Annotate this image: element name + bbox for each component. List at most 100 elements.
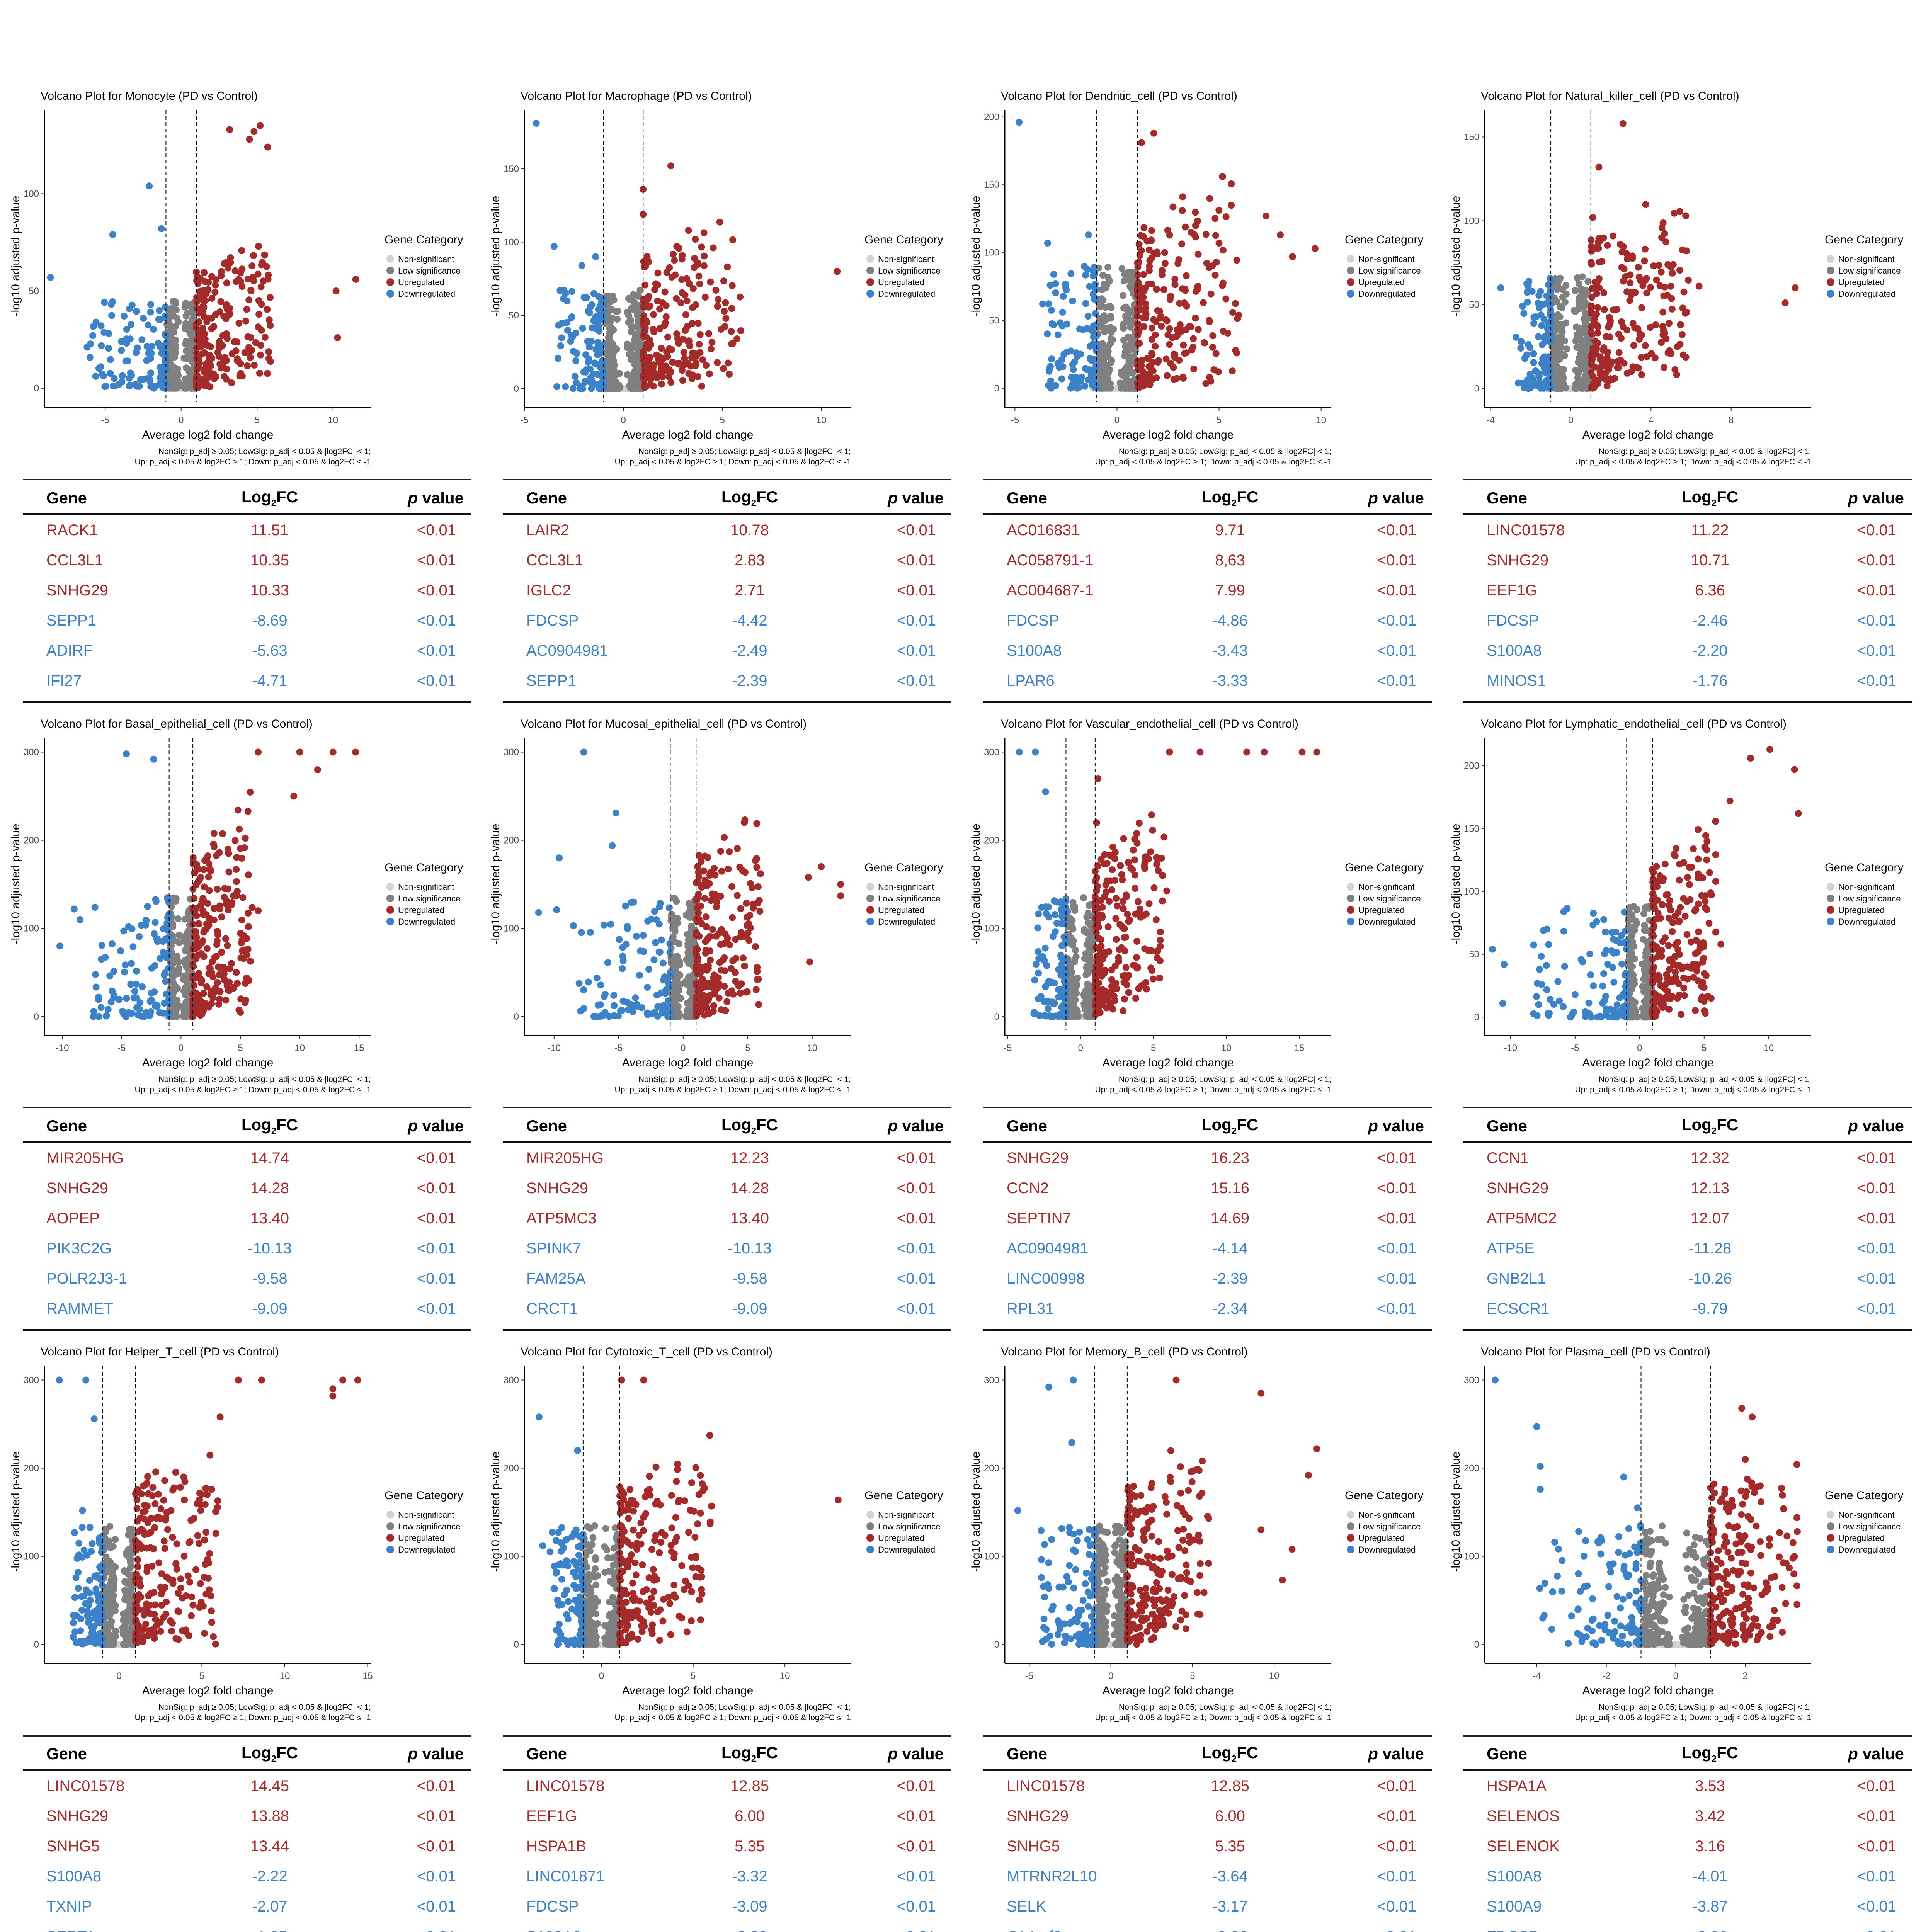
point-up <box>1122 934 1129 941</box>
volcano-svg: Volcano Plot for Basal_epithelial_cell (… <box>9 718 463 1094</box>
point-down <box>656 903 663 910</box>
x-tick-label: 8 <box>1729 415 1734 425</box>
pvalue-cell: <0.01 <box>417 642 456 660</box>
log2fc-cell: -4.71 <box>202 666 337 704</box>
point-down <box>70 905 78 913</box>
log2fc-cell: -3.33 <box>1163 666 1297 704</box>
table-row: POLR2J3-1 -9.58 <0.01 <box>23 1264 471 1294</box>
point-lowsig <box>631 336 638 344</box>
legend-label: Upregulated <box>398 277 444 287</box>
point-up <box>265 316 273 323</box>
point-lowsig <box>1087 935 1095 942</box>
pvalue-cell: <0.01 <box>417 582 456 599</box>
point-lowsig <box>606 332 613 338</box>
point-lowsig <box>1104 376 1111 383</box>
point-up <box>233 338 241 346</box>
point-down <box>110 992 117 999</box>
point-up <box>1164 331 1172 338</box>
point-down <box>594 1001 602 1009</box>
legend-marker-icon <box>1347 906 1354 914</box>
point-up <box>1243 748 1251 756</box>
point-up <box>642 263 649 270</box>
point-down <box>1032 748 1039 756</box>
points-layer <box>1489 746 1802 1021</box>
point-down <box>1052 928 1059 935</box>
point-up <box>1684 277 1692 284</box>
table-row: ATP5MC3 13.40 <0.01 <box>503 1203 951 1233</box>
point-down <box>1086 355 1094 362</box>
point-up <box>1219 173 1226 180</box>
point-down <box>564 327 571 334</box>
point-up <box>1597 371 1604 378</box>
top-genes-table: Gene Log2FC p value AC016831 9.71 <0.01 … <box>983 479 1432 704</box>
point-up <box>737 990 744 997</box>
point-up <box>208 294 216 302</box>
point-up <box>728 883 736 890</box>
point-down <box>92 983 100 991</box>
point-lowsig <box>625 319 632 326</box>
point-down <box>140 376 147 383</box>
point-down <box>1074 353 1081 360</box>
table-row: RPL31 -2.34 <0.01 <box>983 1294 1432 1332</box>
col-header-pvalue: p value <box>1297 1108 1432 1143</box>
point-up <box>1093 1000 1100 1007</box>
point-up <box>237 930 244 937</box>
point-down <box>590 1013 597 1020</box>
point-up <box>740 954 747 962</box>
point-up <box>215 1000 222 1008</box>
log2fc-cell: 11.51 <box>251 522 289 539</box>
point-up <box>673 295 680 302</box>
volcano-plot: Volcano Plot for Lymphatic_endothelial_c… <box>1448 709 1921 1095</box>
log2fc-cell: -2.46 <box>1692 612 1728 629</box>
point-up <box>1115 957 1122 965</box>
table-row: EEF1G 6.36 <0.01 <box>1463 575 1912 605</box>
point-up <box>1642 342 1649 349</box>
point-down <box>599 301 607 309</box>
caption-line1: NonSig: p_adj ≥ 0.05; LowSig: p_adj < 0.… <box>1119 447 1331 456</box>
legend-marker-icon <box>866 895 874 902</box>
point-down <box>156 307 163 314</box>
point-up <box>714 303 721 310</box>
point-up <box>1595 275 1603 282</box>
point-lowsig <box>1100 317 1107 324</box>
gene-cell: ADIRF <box>46 642 93 660</box>
point-up <box>1180 375 1187 382</box>
y-axis-label: -log10 adjusted p-value <box>9 196 22 316</box>
point-down <box>1079 326 1087 333</box>
volcano-panel: Volcano Plot for Natural_killer_cell (PD… <box>1448 81 1921 711</box>
point-down <box>1067 347 1074 355</box>
y-tick-label: 0 <box>1474 383 1479 394</box>
point-down <box>1081 383 1089 390</box>
top-genes-table: Gene Log2FC p value LAIR2 10.78 <0.01 CC… <box>503 479 951 704</box>
point-up <box>743 900 750 907</box>
point-down <box>124 357 131 365</box>
point-down <box>1057 952 1064 959</box>
point-up <box>1781 299 1789 306</box>
point-up <box>204 342 212 349</box>
point-lowsig <box>1122 318 1130 325</box>
point-lowsig <box>1579 376 1586 384</box>
point-down <box>1546 384 1553 391</box>
point-down <box>1087 371 1095 378</box>
pvalue-cell: <0.01 <box>1377 1180 1416 1197</box>
x-axis-label: Average log2 fold change <box>1582 429 1714 441</box>
point-up <box>211 289 219 296</box>
point-up <box>231 837 239 844</box>
point-down <box>126 383 133 390</box>
point-lowsig <box>1069 923 1076 931</box>
point-down <box>148 342 156 350</box>
point-up <box>237 360 244 367</box>
point-up <box>1140 233 1147 240</box>
point-up <box>1234 315 1241 322</box>
point-up <box>696 992 703 999</box>
point-up <box>645 303 652 311</box>
point-up <box>195 335 202 342</box>
point-lowsig <box>1117 370 1125 377</box>
point-up <box>223 897 230 904</box>
top-genes-table: Gene Log2FC p value MIR205HG 12.23 <0.01… <box>503 1107 951 1332</box>
point-up <box>1201 339 1208 346</box>
point-up <box>1171 281 1179 288</box>
point-lowsig <box>627 328 635 335</box>
point-up <box>692 359 699 366</box>
